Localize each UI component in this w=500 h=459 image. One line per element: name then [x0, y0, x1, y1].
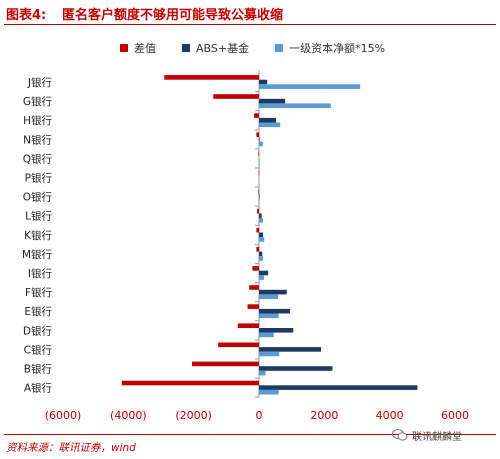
chart-title: 匿名客户额度不够用可能导致公募收缩 [62, 8, 284, 23]
bar [259, 256, 263, 261]
watermark: 联讯麒麟堂 [392, 426, 462, 444]
legend-label-tier1-capital: 一级资本净额*15% [289, 42, 386, 55]
x-tick-label: 0 [256, 409, 263, 422]
x-tick-label: (2000) [175, 409, 212, 422]
category-label: G银行 [23, 95, 53, 108]
bar [259, 79, 268, 85]
bar [259, 198, 260, 204]
bar [259, 103, 331, 108]
footer-divider [4, 434, 496, 435]
header-divider [4, 24, 496, 25]
bar [259, 270, 269, 276]
figure-label: 图表4: [6, 8, 47, 23]
category-label: J银行 [27, 76, 53, 89]
bar [164, 75, 259, 80]
category-label: K银行 [24, 229, 52, 242]
bar [259, 98, 286, 104]
legend-swatch-abs-fund [182, 44, 190, 52]
category-label: H银行 [23, 114, 52, 127]
category-label: F银行 [25, 286, 53, 299]
bar [257, 208, 259, 214]
figure-header: 图表4: 匿名客户额度不够用可能导致公募收缩 [0, 0, 500, 26]
bar [256, 132, 259, 137]
bar [259, 366, 333, 371]
category-label: A银行 [24, 382, 53, 395]
bar [254, 113, 259, 118]
legend-swatch-tier1-capital [275, 44, 284, 52]
bar [259, 122, 281, 128]
category-label: D银行 [23, 324, 53, 337]
bar [259, 328, 294, 333]
category-label: E银行 [24, 305, 52, 318]
bar [259, 332, 274, 338]
bar [213, 94, 259, 99]
bar [259, 289, 287, 295]
bar [259, 389, 279, 395]
bar [258, 151, 259, 157]
chart-legend: 差值 ABS+基金 一级资本净额*15% [120, 40, 385, 56]
bar [259, 160, 260, 166]
bar [259, 385, 418, 390]
bar [259, 84, 361, 89]
bar [259, 347, 322, 352]
category-label: B银行 [24, 363, 53, 376]
bar [256, 247, 259, 252]
legend-item-abs-fund: ABS+基金 [182, 40, 249, 56]
bar [259, 308, 291, 314]
category-label: M银行 [22, 248, 53, 261]
category-label: Q银行 [23, 152, 53, 165]
bar [259, 141, 263, 147]
bar [259, 351, 280, 357]
bar [259, 194, 260, 199]
x-tick-label: (6000) [45, 409, 82, 422]
category-label: I银行 [28, 267, 53, 280]
bar [259, 213, 262, 218]
legend-item-diff: 差值 [120, 40, 156, 56]
bar [259, 370, 266, 376]
bar [192, 361, 259, 367]
bar [256, 227, 259, 233]
legend-label-diff: 差值 [134, 42, 156, 55]
bar [259, 237, 265, 242]
bar [259, 294, 278, 299]
legend-swatch-diff [120, 44, 128, 52]
bar [237, 323, 259, 328]
bar [259, 218, 263, 223]
category-label: L银行 [25, 210, 52, 223]
x-tick-label: 4000 [376, 409, 404, 422]
category-label: O银行 [23, 191, 53, 204]
source-note: 资料来源：联讯证券，wind [6, 442, 136, 454]
bar [259, 251, 263, 257]
bar [258, 189, 259, 195]
bar [249, 285, 259, 290]
bar [259, 117, 276, 123]
bar [259, 137, 260, 142]
bar [218, 342, 259, 348]
category-label: C银行 [24, 343, 53, 356]
category-label: P银行 [25, 172, 53, 185]
wechat-icon [392, 429, 408, 441]
legend-item-tier1-capital: 一级资本净额*15% [275, 40, 385, 56]
x-tick-label: 2000 [310, 409, 338, 422]
bar [259, 313, 279, 319]
x-tick-label: 6000 [441, 409, 469, 422]
bar [121, 380, 259, 386]
x-tick-label: (4000) [110, 409, 147, 422]
bar [259, 232, 263, 238]
category-label: N银行 [23, 133, 52, 146]
legend-label-abs-fund: ABS+基金 [196, 42, 250, 55]
bar [252, 266, 259, 271]
bar [247, 304, 259, 309]
bar [259, 275, 264, 280]
bar [258, 170, 260, 176]
watermark-text: 联讯麒麟堂 [412, 431, 462, 443]
